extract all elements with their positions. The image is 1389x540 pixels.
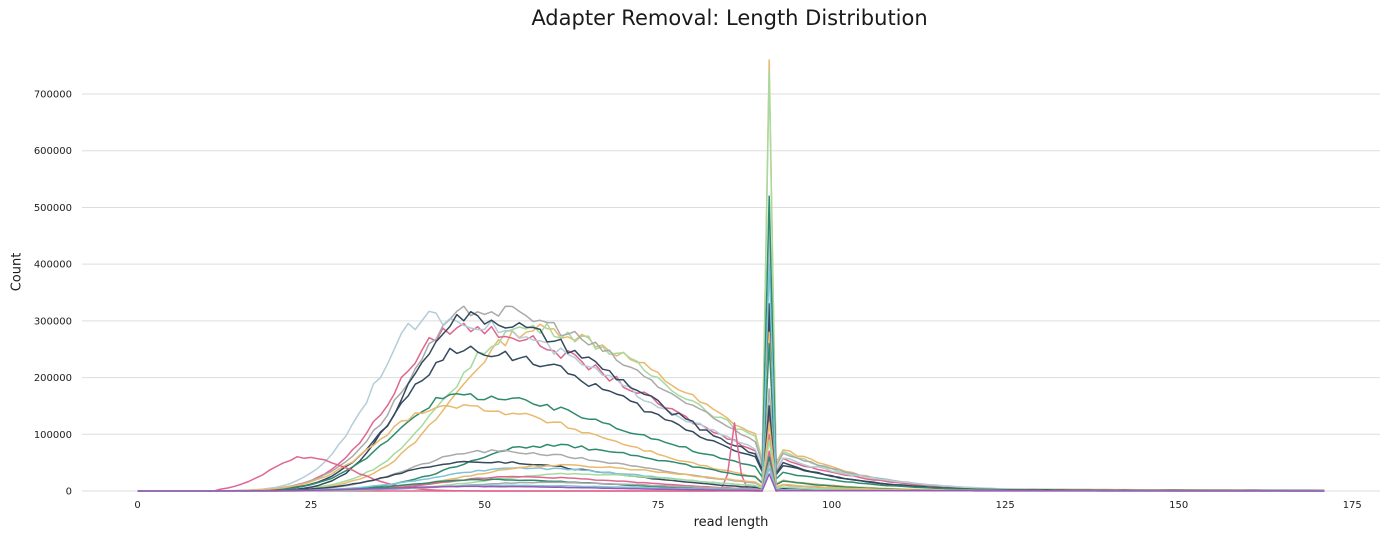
x-tick-label: 100 [822,500,841,511]
series-line[interactable] [137,59,1325,492]
y-tick-label: 100000 [34,430,72,441]
y-axis-ticks: 0 100000 200000 300000 400000 500000 600000 700… [34,90,72,498]
series-line[interactable] [137,473,1325,492]
y-tick-label: 400000 [34,260,72,271]
chart-title: Adapter Removal: Length Distribution [531,6,928,30]
x-tick-label: 150 [1169,500,1188,511]
x-tick-label: 50 [478,500,491,511]
series-line[interactable] [137,252,1325,492]
x-tick-label: 175 [1343,500,1362,511]
series-line[interactable] [137,303,1325,492]
y-tick-label: 600000 [34,146,72,157]
x-axis-ticks: 0 25 50 75 100 125 150 175 [134,500,1361,511]
series-line[interactable] [137,320,1325,492]
y-tick-label: 200000 [34,373,72,384]
y-tick-label: 700000 [34,90,72,101]
series-lines [137,59,1325,492]
x-tick-label: 75 [652,500,665,511]
y-tick-label: 500000 [34,203,72,214]
x-tick-label: 0 [134,500,140,511]
y-tick-label: 0 [66,487,72,498]
x-tick-label: 125 [996,500,1015,511]
x-tick-label: 25 [305,500,318,511]
y-tick-label: 300000 [34,316,72,327]
series-line[interactable] [137,331,1325,492]
gridlines [82,93,1380,492]
x-axis-label: read length [693,515,769,530]
